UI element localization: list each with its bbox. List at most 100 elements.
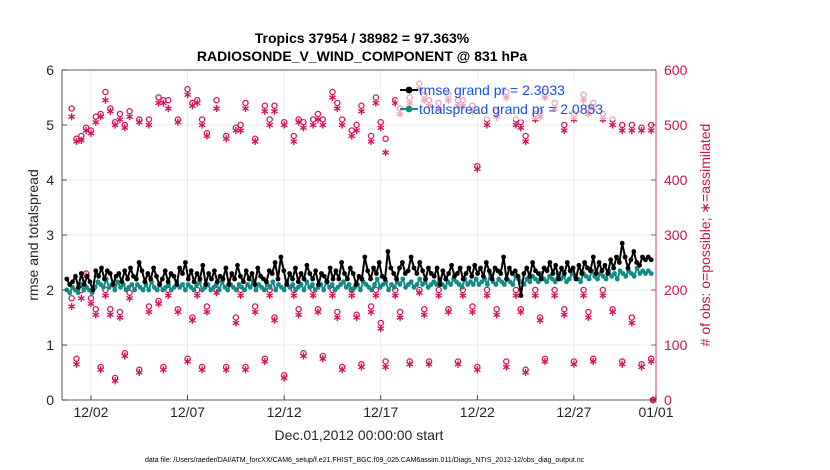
obs-possible-marker [382, 135, 389, 142]
series-point [295, 279, 301, 285]
series-point [112, 287, 118, 293]
obs-assimilated-stroke [425, 361, 433, 367]
obs-assimilated-marker [68, 302, 76, 311]
obs-assimilated-stroke [222, 136, 230, 142]
obs-assimilated-marker [502, 363, 510, 371]
series-point [188, 268, 194, 274]
obs-assimilated-marker [319, 121, 327, 129]
obs-assimilated-stroke [261, 359, 269, 364]
series-point [559, 265, 564, 271]
obs-assimilated-stroke [116, 315, 124, 320]
series-point [339, 260, 344, 265]
series-point [573, 276, 579, 282]
series-point [595, 276, 600, 282]
obs-assimilated-marker [483, 121, 491, 129]
series-point [191, 279, 197, 285]
obs-assimilated-stroke [541, 359, 549, 364]
obs-assimilated-stroke [493, 312, 501, 318]
obs-assimilated-marker [493, 311, 501, 319]
series-point [423, 276, 428, 282]
obs-possible-marker [164, 97, 172, 104]
series-point [631, 249, 637, 254]
obs-assimilated-stroke [444, 309, 452, 315]
obs-assimilated-marker [382, 148, 390, 157]
right-tick-label: 200 [664, 282, 688, 298]
obs-assimilated-stroke [111, 122, 119, 128]
right-tick-label: 600 [664, 62, 688, 78]
legend-rmse-marker [405, 86, 413, 94]
series-point [397, 265, 402, 271]
obs-assimilated-stroke [483, 293, 491, 298]
obs-assimilated-marker [68, 113, 76, 121]
series-point [110, 282, 116, 287]
obs-assimilated-marker [628, 319, 636, 327]
left-tick-label: 0 [46, 392, 54, 408]
series-point [290, 276, 295, 282]
series-point [648, 257, 654, 263]
obs-assimilated-stroke [580, 293, 588, 298]
series-point [431, 273, 437, 279]
obs-assimilated-marker [126, 294, 134, 302]
series-point [146, 287, 152, 293]
obs-assimilated-stroke [68, 114, 76, 120]
obs-assimilated-marker [512, 291, 520, 300]
series-point [275, 276, 281, 282]
series-point [87, 279, 93, 285]
obs-assimilated-stroke [517, 309, 525, 315]
series-point [267, 284, 273, 290]
series-point [578, 279, 583, 285]
series-point [544, 268, 550, 274]
series-point [623, 273, 629, 279]
obs-assimilated-stroke [155, 301, 163, 307]
obs-assimilated-stroke [589, 359, 597, 364]
obs-assimilated-marker [121, 352, 129, 360]
series-point [469, 273, 475, 279]
series-point [562, 271, 567, 276]
series-point [270, 279, 276, 285]
obs-assimilated-stroke [266, 122, 274, 128]
series-point [324, 279, 330, 285]
series-point [321, 287, 327, 293]
series-point [455, 271, 460, 276]
series-point [310, 282, 315, 287]
obs-assimilated-marker [618, 360, 626, 368]
obs-assimilated-stroke [261, 108, 269, 114]
series-point [411, 265, 417, 271]
left-tick-label: 2 [46, 282, 54, 298]
series-point [510, 282, 516, 287]
rmse-series [64, 240, 654, 298]
obs-assimilated-stroke [382, 150, 390, 155]
series-point [194, 271, 200, 276]
series-point [386, 287, 391, 293]
obs-assimilated-marker [155, 300, 163, 308]
series-point [273, 287, 279, 293]
obs-assimilated-marker [444, 308, 452, 316]
obs-assimilated-marker [309, 121, 317, 129]
series-point [93, 268, 99, 274]
x-tick-label: 12/17 [363, 404, 398, 420]
series-point [391, 271, 397, 276]
series-point [278, 254, 284, 260]
obs-assimilated-stroke [309, 122, 317, 128]
series-point [281, 268, 287, 274]
series-point [550, 271, 556, 276]
obs-assimilated-marker [193, 291, 201, 300]
series-point [414, 282, 420, 287]
obs-assimilated-marker [541, 357, 549, 366]
obs-assimilated-marker [290, 137, 298, 146]
obs-assimilated-marker [271, 316, 278, 324]
left-y-axis-label: rmse and totalspread [25, 169, 41, 301]
series-point [552, 279, 558, 285]
obs-assimilated-marker [425, 360, 433, 368]
series-point [442, 284, 448, 290]
series-point [614, 276, 620, 282]
series-point [602, 262, 608, 268]
series-point [518, 293, 524, 298]
series-point [498, 271, 504, 276]
obs-assimilated-marker [92, 118, 100, 126]
series-point [154, 273, 159, 279]
series-point [603, 276, 609, 282]
obs-assimilated-marker [164, 104, 172, 113]
series-point [376, 260, 382, 265]
series-point [197, 276, 203, 282]
